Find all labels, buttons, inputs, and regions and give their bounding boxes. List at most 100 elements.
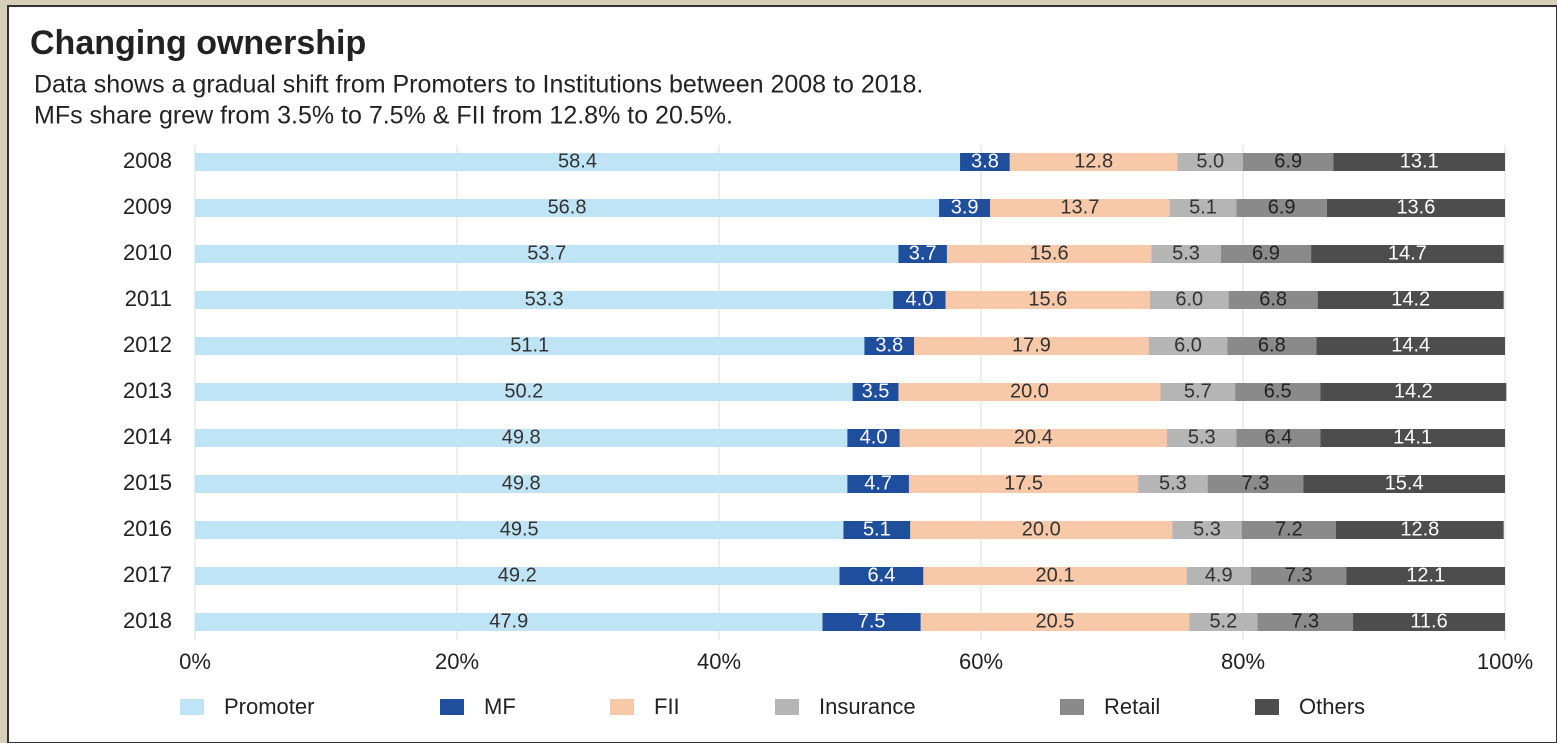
x-tick-label: 100% — [1477, 649, 1533, 674]
legend-swatch — [775, 699, 799, 715]
bar-segment — [852, 383, 899, 401]
chart-subtitle: MFs share grew from 3.5% to 7.5% & FII f… — [34, 102, 733, 130]
value-label: 6.9 — [1274, 150, 1302, 172]
value-label: 11.6 — [1410, 610, 1447, 632]
value-label: 5.7 — [1184, 380, 1212, 402]
bar-segment — [1009, 153, 1178, 171]
bar-segment — [1316, 337, 1505, 355]
x-tick-label: 0% — [179, 649, 211, 674]
bar-segment — [898, 383, 1161, 401]
bar-segment — [914, 337, 1149, 355]
bar-segment — [990, 199, 1170, 217]
y-tick-label: 2016 — [123, 516, 172, 541]
value-label: 5.3 — [1159, 472, 1187, 494]
bar-segment — [1189, 613, 1258, 631]
value-label: 7.3 — [1291, 610, 1319, 632]
legend-label: MF — [484, 694, 516, 719]
value-label: 53.7 — [527, 242, 566, 264]
bar-segment — [1317, 291, 1504, 309]
y-tick-label: 2010 — [123, 240, 172, 265]
value-label: 53.3 — [525, 288, 564, 310]
value-label: 6.4 — [1264, 426, 1292, 448]
value-label: 12.8 — [1074, 150, 1113, 172]
value-label: 15.6 — [1030, 242, 1069, 264]
value-label: 7.2 — [1275, 518, 1303, 540]
y-tick-label: 2014 — [123, 424, 172, 449]
value-label: 3.9 — [951, 196, 979, 218]
legend-swatch — [1060, 699, 1084, 715]
value-label: 49.5 — [500, 518, 539, 540]
bar-segment — [1336, 521, 1504, 539]
legend-label: Insurance — [819, 694, 916, 719]
value-label: 5.3 — [1172, 242, 1200, 264]
bar-segment — [195, 337, 865, 355]
bar-segment — [1243, 153, 1334, 171]
value-label: 56.8 — [548, 196, 587, 218]
bar-segment — [195, 153, 961, 171]
value-label: 5.3 — [1193, 518, 1221, 540]
y-tick-label: 2008 — [123, 148, 172, 173]
value-label: 6.0 — [1174, 334, 1202, 356]
y-tick-label: 2018 — [123, 608, 172, 633]
bar-segment — [939, 199, 991, 217]
legend-swatch — [440, 699, 464, 715]
bar-segment — [1303, 475, 1505, 493]
bar-segment — [893, 291, 946, 309]
value-label: 6.9 — [1268, 196, 1296, 218]
value-label: 15.6 — [1028, 288, 1067, 310]
bar-segment — [195, 383, 853, 401]
bar-segment — [1241, 521, 1337, 539]
value-label: 4.0 — [906, 288, 934, 310]
value-label: 20.0 — [1010, 380, 1049, 402]
bar-segment — [1149, 291, 1229, 309]
value-label: 5.0 — [1196, 150, 1224, 172]
bar-segment — [923, 567, 1187, 585]
value-label: 4.9 — [1205, 564, 1233, 586]
value-label: 13.1 — [1400, 150, 1439, 172]
value-label: 5.1 — [863, 518, 891, 540]
y-tick-label: 2009 — [123, 194, 172, 219]
bar-segment — [920, 613, 1190, 631]
value-label: 17.5 — [1004, 472, 1043, 494]
bar-segment — [195, 567, 840, 585]
value-label: 7.5 — [858, 610, 886, 632]
value-label: 7.3 — [1285, 564, 1313, 586]
value-label: 14.1 — [1393, 426, 1432, 448]
y-tick-label: 2015 — [123, 470, 172, 495]
bar-segment — [1346, 567, 1505, 585]
legend-label: Others — [1299, 694, 1365, 719]
bar-segment — [1326, 199, 1505, 217]
bar-segment — [1177, 153, 1243, 171]
bar-segment — [195, 613, 823, 631]
bar-segment — [1320, 383, 1507, 401]
value-label: 6.8 — [1259, 288, 1287, 310]
bar-segment — [1236, 429, 1321, 447]
bar-segment — [822, 613, 921, 631]
value-label: 5.3 — [1188, 426, 1216, 448]
value-label: 12.8 — [1400, 518, 1439, 540]
value-label: 6.9 — [1252, 242, 1280, 264]
bar-segment — [195, 199, 940, 217]
bar-segment — [1160, 383, 1236, 401]
value-label: 14.2 — [1391, 288, 1430, 310]
value-label: 5.1 — [1189, 196, 1217, 218]
bar-segment — [1333, 153, 1505, 171]
bar-segment — [1235, 383, 1321, 401]
value-label: 4.7 — [864, 472, 892, 494]
value-label: 50.2 — [504, 380, 543, 402]
value-label: 6.5 — [1264, 380, 1292, 402]
bar-segment — [195, 475, 848, 493]
value-label: 49.8 — [502, 426, 541, 448]
y-tick-label: 2013 — [123, 378, 172, 403]
value-label: 3.8 — [971, 150, 999, 172]
value-label: 49.8 — [502, 472, 541, 494]
value-label: 58.4 — [558, 150, 597, 172]
legend-swatch — [1255, 699, 1279, 715]
bar-segment — [843, 521, 911, 539]
y-tick-label: 2012 — [123, 332, 172, 357]
bar-segment — [195, 245, 899, 263]
value-label: 14.2 — [1394, 380, 1433, 402]
value-label: 47.9 — [489, 610, 528, 632]
bar-segment — [899, 429, 1168, 447]
value-label: 20.5 — [1036, 610, 1075, 632]
